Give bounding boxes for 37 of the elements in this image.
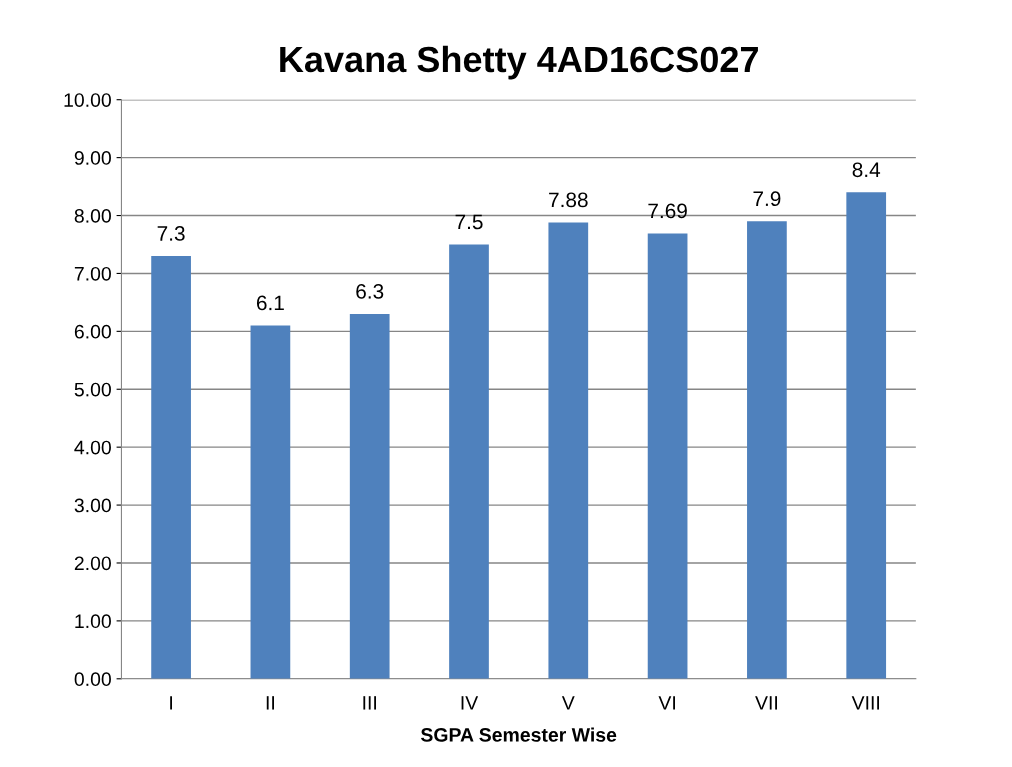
bar — [449, 244, 489, 679]
data-label: 6.1 — [256, 295, 284, 311]
y-tick-label: 3.00 — [74, 498, 111, 513]
data-label: 7.69 — [648, 203, 687, 219]
chart-title: Kavana Shetty 4AD16CS027 — [280, 45, 758, 80]
data-label: 7.5 — [455, 214, 483, 230]
x-tick-label: III — [363, 696, 377, 710]
data-label: 6.3 — [356, 283, 384, 299]
bar — [548, 222, 589, 679]
x-tick-label: VI — [658, 696, 675, 710]
bar — [846, 192, 887, 679]
y-tick-label: 2.00 — [74, 556, 111, 571]
y-tick-label: 8.00 — [74, 208, 111, 223]
y-tick-label: 6.00 — [74, 324, 111, 339]
y-tick-label: 0.00 — [74, 672, 111, 687]
bar — [349, 313, 390, 679]
x-tick-label: VII — [755, 696, 777, 710]
data-label: 7.3 — [157, 226, 185, 241]
data-label: 8.4 — [852, 162, 881, 178]
y-tick-label: 5.00 — [74, 382, 111, 397]
x-tick-label: I — [170, 696, 172, 710]
bar — [151, 256, 191, 679]
x-tick-label: II — [266, 696, 274, 710]
y-tick-label: 9.00 — [74, 151, 111, 165]
bar — [647, 233, 688, 679]
data-label: 7.9 — [753, 191, 781, 207]
x-axis-title: SGPA Semester Wise — [420, 727, 617, 742]
bar — [747, 221, 787, 679]
x-tick-label: IV — [461, 696, 479, 710]
x-tick-label: V — [561, 696, 575, 710]
x-tick-label: VIII — [851, 696, 879, 710]
y-tick-label: 4.00 — [74, 440, 111, 455]
data-label: 7.88 — [549, 192, 588, 208]
y-tick-label: 1.00 — [75, 614, 111, 629]
bar — [250, 325, 291, 679]
y-tick-label: 10.00 — [64, 93, 111, 107]
y-tick-label: 7.00 — [74, 266, 111, 281]
